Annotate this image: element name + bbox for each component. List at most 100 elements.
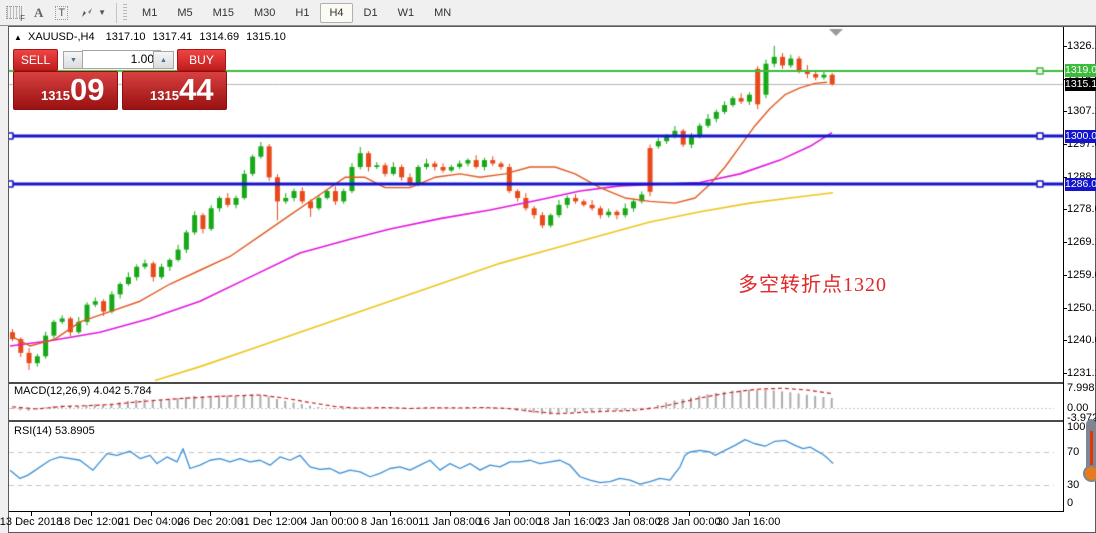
date-tick-mark [509, 511, 511, 516]
toolbar-drag-handle[interactable] [123, 3, 128, 22]
arrows-tool-button[interactable]: ▼ [74, 2, 112, 24]
date-label: 31 Dec 12:00 [237, 516, 303, 528]
date-label: 26 Dec 20:00 [177, 516, 244, 528]
date-label: 30 Jan 16:00 [716, 516, 781, 528]
chart-annotation[interactable]: 多空转折点1320 [738, 274, 887, 296]
rsi-scale-label: 30 [1067, 479, 1080, 491]
price-tick-mark [1063, 372, 1067, 374]
timeframe-button-m15[interactable]: M15 [212, 6, 235, 19]
price-tick-label: 1250.15 [1067, 301, 1096, 314]
price-tick-label: 1240.65 [1067, 334, 1096, 347]
date-tick-mark [629, 511, 630, 516]
price-level-badge: 1300.00 [1065, 129, 1096, 143]
price-level-badge: 1319.00 [1065, 64, 1096, 78]
macd-label: MACD(12,26,9) 4.042 5.784 [14, 385, 152, 397]
date-tick-mark [688, 511, 690, 516]
rsi-scale-label: 0 [1067, 497, 1074, 509]
price-tick-label: 1259.65 [1067, 268, 1096, 281]
price-tick-mark [1063, 307, 1067, 309]
date-tick-mark [449, 511, 451, 516]
sell-price-big: 09 [70, 72, 105, 107]
volume-increase-button[interactable]: ▲ [153, 51, 174, 69]
label-tool-button[interactable]: T [49, 2, 74, 24]
sell-button[interactable]: SELL [13, 49, 58, 71]
sell-price-button[interactable]: 1315 09 [13, 71, 118, 110]
date-tick-mark [150, 511, 152, 516]
rsi-scale-label: 100 [1067, 421, 1086, 434]
open-value: 1317.10 [105, 31, 146, 43]
price-tick-label: 1307.15 [1067, 105, 1096, 118]
buy-price-big: 44 [179, 72, 214, 107]
price-axis-line [1063, 27, 1064, 512]
date-label: 16 Jan 00:00 [477, 516, 542, 528]
timeframe-button-mn[interactable]: MN [434, 6, 452, 19]
buy-price-button[interactable]: 1315 44 [122, 71, 227, 110]
macd-pane-separator[interactable] [9, 382, 1063, 384]
date-tick-mark [748, 511, 750, 516]
price-tick-mark [1063, 209, 1067, 211]
date-tick-mark [389, 511, 391, 516]
text-tool-button[interactable]: A [28, 2, 49, 24]
price-tick-label: 1269.15 [1067, 236, 1096, 249]
price-tick-label: 1326.15 [1067, 40, 1096, 52]
timeframe-button-h4[interactable]: H4 [320, 2, 353, 23]
volume-decrease-button[interactable]: ▼ [63, 51, 84, 69]
chart-window: ▲ XAUUSD-,H4 1317.10 1317.41 1314.69 131… [0, 26, 1096, 533]
timeframe-button-w1[interactable]: W1 [397, 6, 415, 19]
timeframe-button-h1[interactable]: H1 [295, 6, 310, 19]
date-tick-mark [270, 511, 272, 516]
date-tick-mark [210, 511, 212, 516]
date-label: 11 Jan 08:00 [418, 516, 481, 528]
price-tick-mark [1063, 144, 1067, 146]
rsi-scale-label: 70 [1067, 446, 1080, 458]
date-label: 18 Dec 12:00 [58, 516, 124, 528]
timeframe-button-m5[interactable]: M5 [177, 6, 193, 19]
macd-scale-label: 7.998 [1067, 382, 1095, 394]
price-tick-mark [1063, 274, 1067, 276]
rsi-pane-separator[interactable] [9, 420, 1063, 422]
date-label: 13 Dec 2018 [0, 516, 63, 528]
arrows-icon [82, 8, 93, 17]
thermometer-fill [1089, 431, 1093, 467]
collapse-arrow-icon[interactable]: ▲ [14, 33, 22, 42]
rsi-label: RSI(14) 53.8905 [14, 425, 95, 437]
date-label: 23 Jan 08:00 [597, 516, 661, 528]
timeframe-button-m30[interactable]: M30 [254, 6, 276, 19]
price-tick-mark [1063, 176, 1067, 178]
date-label: 4 Jan 00:00 [301, 516, 359, 528]
fibonacci-tool-button[interactable]: F [0, 2, 28, 24]
time-axis-line [9, 511, 1063, 512]
date-tick-mark [31, 511, 32, 516]
date-label: 8 Jan 16:00 [361, 516, 419, 528]
price-level-badge: 1286.00 [1065, 177, 1096, 191]
text-label-icon: T [55, 5, 69, 20]
thermometer-bulb [1082, 465, 1096, 482]
volume-input[interactable]: 1.00 [82, 50, 161, 69]
date-label: 28 Jan 00:00 [656, 516, 721, 528]
one-click-trade-panel: SELL ▼ 1.00 ▲ BUY 1315 09 1315 44 [13, 48, 227, 110]
sell-price-small: 1315 [41, 88, 70, 103]
date-tick-mark [90, 511, 92, 516]
price-tick-mark [1063, 111, 1067, 113]
high-value: 1317.41 [152, 31, 193, 43]
date-tick-mark [330, 511, 331, 516]
buy-button[interactable]: BUY [177, 49, 226, 71]
toolbar: F A T ▼ M1 M5 M15 M30 H1 H4 D1 W1 MN [0, 0, 1096, 26]
thermometer-widget [1082, 419, 1096, 489]
price-level-badge: 1315.10 [1065, 77, 1096, 91]
symbol-label: XAUUSD-,H4 [27, 31, 95, 43]
date-label: 21 Dec 04:00 [117, 516, 184, 528]
price-tick-mark [1063, 46, 1067, 47]
date-label: 18 Jan 16:00 [537, 516, 601, 528]
text-icon: A [34, 4, 44, 20]
timeframe-button-d1[interactable]: D1 [363, 6, 378, 19]
ohlc-header: ▲ XAUUSD-,H4 1317.10 1317.41 1314.69 131… [14, 31, 290, 43]
buy-price-small: 1315 [150, 88, 179, 103]
timeframe-button-m1[interactable]: M1 [142, 6, 158, 19]
close-value: 1315.10 [246, 31, 286, 43]
low-value: 1314.69 [199, 31, 240, 43]
macd-scale-label: 0.00 [1067, 402, 1089, 414]
chevron-down-icon: ▼ [98, 8, 107, 17]
date-tick-mark [569, 511, 571, 516]
price-tick-mark [1063, 340, 1067, 342]
